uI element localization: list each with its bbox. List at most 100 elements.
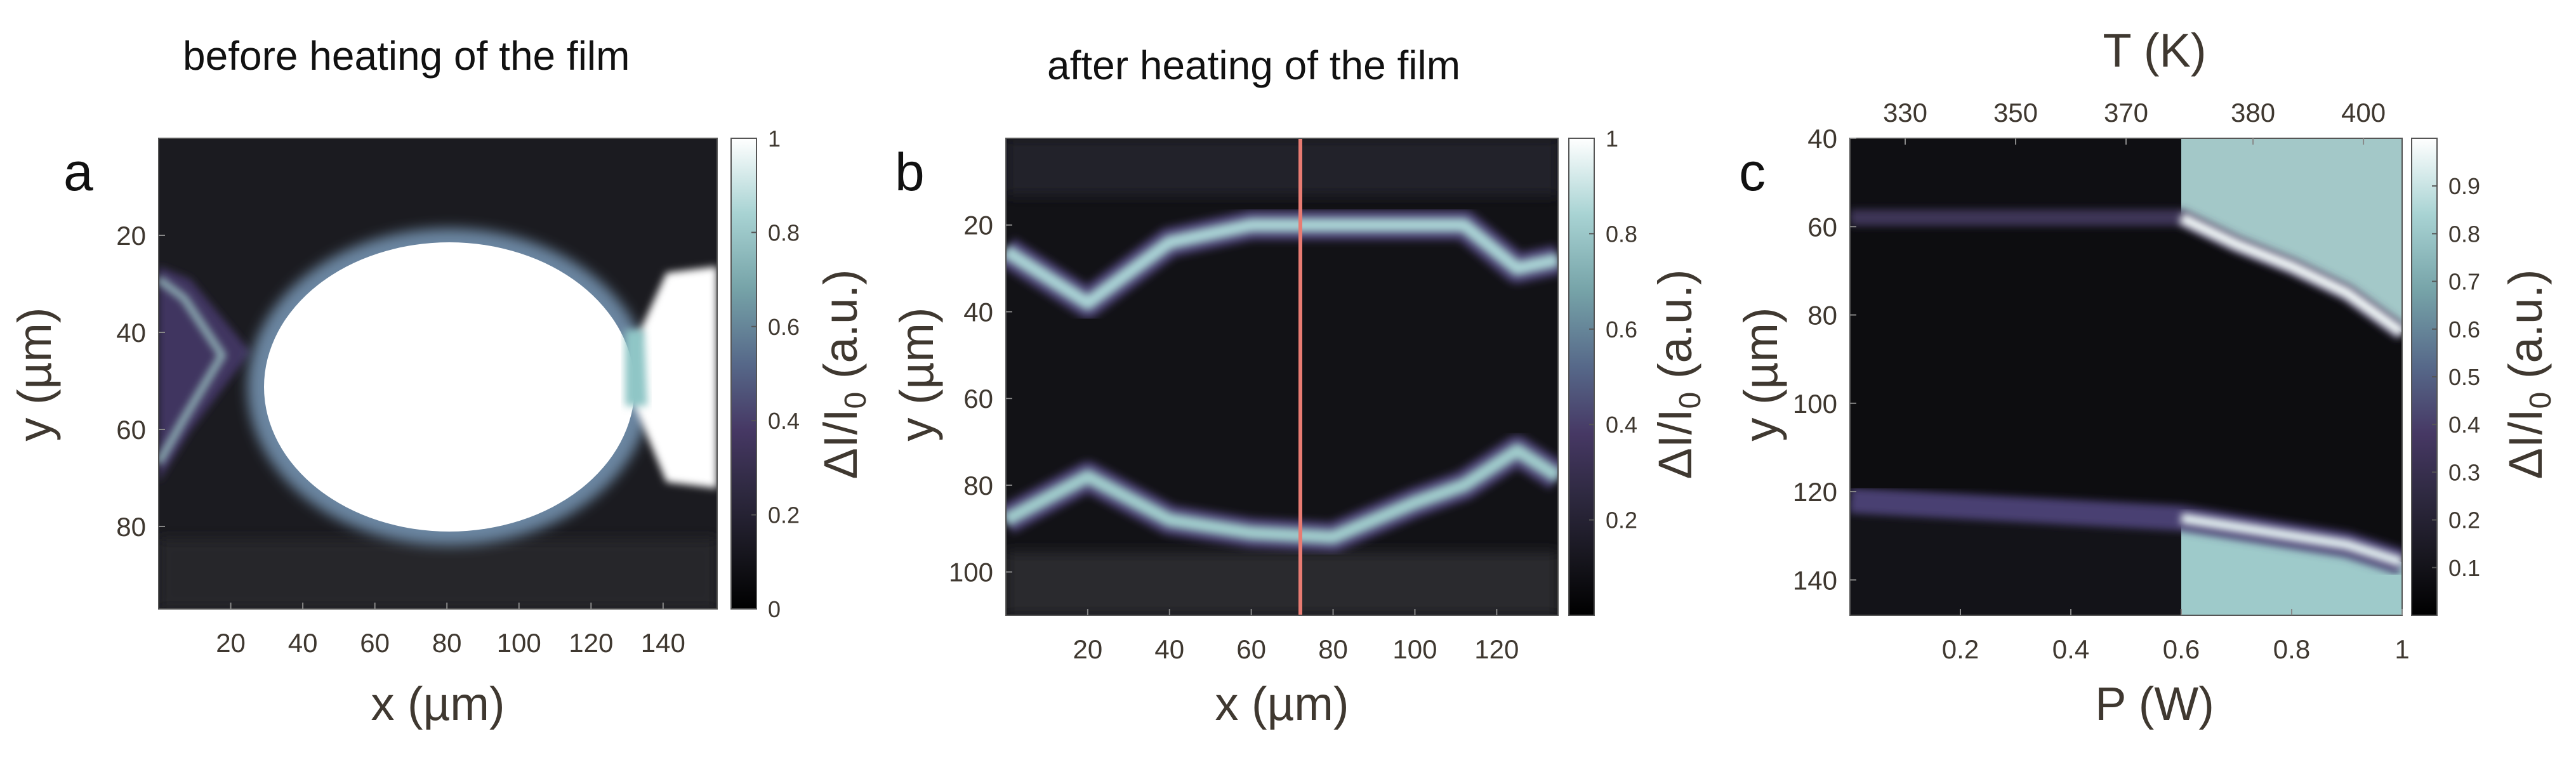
panel-a-x-ticks: 20 40 60 80 100 120 140	[216, 603, 685, 658]
colorbar-tick-label: 0.2	[768, 502, 800, 528]
panel-c-letter: c	[1739, 142, 1766, 202]
x-tick-label: 60	[1236, 634, 1266, 664]
colorbar-tick-label: 1	[768, 126, 781, 152]
panel-a-colorbar-label: ΔI/I0 (a.u.)	[814, 269, 873, 479]
top-tick-label: 350	[1993, 98, 2038, 127]
panel-b: after heating of the film b 20 40 60 80 100 1…	[890, 42, 1707, 730]
panel-c-lower-region	[2181, 518, 2402, 615]
panel-a-right-lobe	[635, 266, 717, 488]
panel-b-colorbar-label: ΔI/I0 (a.u.)	[1649, 269, 1707, 479]
x-tick-label: 80	[432, 628, 462, 658]
colorbar-tick-label: 0.8	[1606, 221, 1637, 247]
panel-c-y-ticks: 40 60 80 100 120 140	[1793, 124, 1856, 595]
y-tick-label: 120	[1793, 477, 1837, 507]
y-tick-label: 80	[116, 512, 146, 542]
y-tick-label: 100	[1793, 389, 1837, 419]
panel-a-heatmap	[159, 138, 717, 609]
panel-b-xlabel: x (µm)	[1215, 677, 1349, 730]
y-tick-label: 60	[116, 415, 146, 445]
colorbar-tick-label: 0.4	[768, 408, 800, 434]
panel-c-top-ticks: 330 350 370 380 400	[1883, 98, 2386, 145]
y-tick-label: 20	[116, 221, 146, 251]
panel-c-x-ticks: 0.2 0.4 0.6 0.8 1	[1942, 609, 2410, 664]
colorbar-tick-label: 0.1	[2448, 555, 2480, 581]
x-tick-label: 60	[360, 628, 390, 658]
panel-a-title: before heating of the film	[183, 33, 630, 79]
x-tick-label: 1	[2394, 634, 2409, 664]
panel-c-upper-edge	[2179, 212, 2402, 337]
panel-b-title: after heating of the film	[1047, 42, 1460, 88]
panel-b-top-strip	[1006, 138, 1558, 195]
panel-a-right-pinch	[625, 330, 647, 406]
panel-a-ylabel: y (µm)	[8, 307, 61, 441]
panel-a-letter: a	[63, 142, 93, 202]
panel-b-y-ticks: 20 40 60 80 100	[949, 211, 1012, 587]
panel-b-upper-band	[1006, 218, 1558, 310]
top-tick-label: 330	[1883, 98, 1927, 127]
panel-c-colorbar-label: ΔI/I0 (a.u.)	[2499, 269, 2558, 479]
x-tick-label: 20	[216, 628, 246, 658]
panel-c-upper-dark-region	[1850, 138, 2181, 218]
panel-b-letter: b	[895, 142, 925, 202]
x-tick-label: 0.4	[2052, 634, 2089, 664]
x-tick-label: 20	[1073, 634, 1103, 664]
panel-b-frame	[1005, 138, 1559, 616]
colorbar-tick-label: 0.4	[1606, 412, 1637, 438]
x-tick-label: 0.6	[2163, 634, 2200, 664]
top-tick-label: 380	[2231, 98, 2275, 127]
y-tick-label: 80	[963, 471, 993, 500]
panel-a-frame	[158, 138, 718, 610]
y-tick-label: 40	[963, 297, 993, 327]
y-tick-label: 40	[1807, 124, 1837, 154]
panel-a-y-ticks: 20 40 60 80	[116, 221, 165, 542]
x-tick-label: 120	[1474, 634, 1519, 664]
panel-c-heatmap	[1850, 138, 2402, 615]
panel-c: T (K) c 0.2 0.4 0.6 0.8 1 40 60 80 100 120 140 33…	[1734, 24, 2558, 730]
panel-b-colorbar-ticks: 0.2 0.4 0.6 0.8 1	[1589, 126, 1637, 533]
panel-b-lower-band	[1006, 443, 1558, 544]
panel-a-dark-bottom	[159, 539, 717, 609]
x-tick-label: 80	[1318, 634, 1348, 664]
x-tick-label: 0.2	[1942, 634, 1979, 664]
colorbar-tick-label: 0.7	[2448, 269, 2480, 295]
colorbar-tick-label: 0.8	[768, 219, 800, 245]
panel-b-ylabel: y (µm)	[890, 307, 943, 441]
panel-b-bottom-strip	[1006, 552, 1558, 615]
panel-c-top-axis-label: T (K)	[2103, 24, 2206, 77]
x-tick-label: 100	[1392, 634, 1437, 664]
colorbar-tick-label: 0.2	[1606, 507, 1637, 533]
panel-c-xlabel: P (W)	[2095, 677, 2214, 730]
x-tick-label: 100	[497, 628, 541, 658]
colorbar-tick-label: 0.2	[2448, 507, 2480, 533]
colorbar-tick-label: 0	[768, 596, 781, 622]
y-tick-label: 80	[1807, 301, 1837, 330]
y-tick-label: 100	[949, 558, 993, 587]
x-tick-label: 40	[288, 628, 318, 658]
x-tick-label: 40	[1154, 634, 1184, 664]
panel-c-lower-dark-region	[1850, 500, 2181, 615]
x-tick-label: 120	[569, 628, 613, 658]
panel-a-colorbar-ticks: 0 0.2 0.4 0.6 0.8 1	[751, 126, 800, 622]
panel-b-heatmap	[1006, 138, 1558, 615]
top-tick-label: 400	[2341, 98, 2386, 127]
x-tick-label: 140	[641, 628, 685, 658]
panel-c-ylabel: y (µm)	[1734, 307, 1787, 441]
colorbar-tick-label: 0.3	[2448, 459, 2480, 485]
colorbar-tick-label: 0.4	[2448, 412, 2480, 438]
panel-b-x-ticks: 20 40 60 80 100 120	[1073, 609, 1519, 664]
top-tick-label: 370	[2104, 98, 2148, 127]
panel-a: before heating of the film a 20 40 60 80 100…	[8, 33, 873, 730]
y-tick-label: 40	[116, 318, 146, 348]
y-tick-label: 140	[1793, 565, 1837, 595]
panel-a-xlabel: x (µm)	[371, 677, 505, 730]
colorbar-tick-label: 0.9	[2448, 173, 2480, 199]
panel-a-bright-ellipse	[264, 242, 635, 532]
x-tick-label: 0.8	[2273, 634, 2310, 664]
colorbar-tick-label: 0.6	[2448, 317, 2480, 343]
colorbar-tick-label: 1	[1606, 126, 1618, 152]
y-tick-label: 60	[1807, 212, 1837, 242]
panel-a-left-wedge-edge	[159, 276, 227, 465]
panel-c-colorbar-ticks: 0.1 0.2 0.3 0.4 0.5 0.6 0.7 0.8 0.9	[2432, 173, 2480, 581]
panel-c-lower-edge	[2180, 513, 2402, 568]
